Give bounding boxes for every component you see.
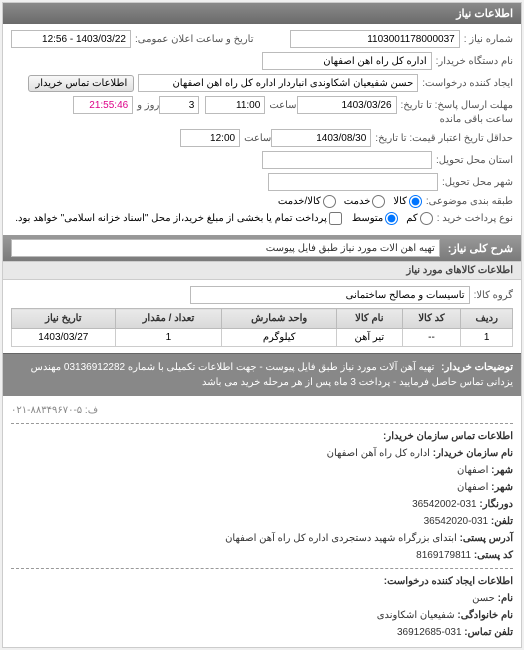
cell-name: تیر آهن [337, 329, 402, 347]
row-deadline: مهلت ارسال پاسخ: تا تاریخ: ساعت روز و سا… [11, 96, 513, 125]
payment-label: نوع پرداخت خرید : [437, 213, 513, 224]
radio-service[interactable]: خدمت [344, 195, 386, 208]
cell-qty: 1 [115, 329, 222, 347]
delivery-province-label: استان محل تحویل: [436, 155, 513, 166]
buyer-note-box: توضیحات خریدار: تهیه آهن آلات مورد نیاز … [3, 353, 521, 396]
row-delivery-city: شهر محل تحویل: [11, 173, 513, 191]
table-row[interactable]: 1 -- تیر آهن کیلوگرم 1 1403/03/27 [12, 329, 513, 347]
row-device: نام دستگاه خریدار: [11, 52, 513, 70]
payment-note-check[interactable]: پرداخت تمام یا بخشی از مبلغ خرید،از محل … [15, 212, 342, 225]
divider-2 [11, 568, 513, 569]
goods-body: گروه کالا: ردیف کد کالا نام کالا واحد شم… [3, 280, 521, 353]
creator-label: ایجاد کننده درخواست: [422, 78, 513, 89]
radio-service-input[interactable] [372, 195, 385, 208]
approx-date-field[interactable] [271, 129, 371, 147]
cell-row: 1 [461, 329, 513, 347]
buyer-note-label: توضیحات خریدار: [441, 362, 513, 373]
cell-code: -- [402, 329, 461, 347]
desc-section-bar: شرح کلی نیاز: [3, 235, 521, 261]
cell-date: 1403/03/27 [12, 329, 116, 347]
radio-goods[interactable]: کالا [393, 195, 422, 208]
goods-header: اطلاعات کالاهای مورد نیاز [3, 261, 521, 280]
city-line: شهر: اصفهان [11, 479, 513, 496]
announce-field[interactable] [11, 30, 131, 48]
days-remain-field[interactable] [159, 96, 199, 114]
row-req-number: شماره نیاز : تاریخ و ساعت اعلان عمومی: [11, 30, 513, 48]
divider-1 [11, 423, 513, 424]
phone2-line: تلفن تماس: 031-36912685 [11, 624, 513, 641]
deadline-time-field[interactable] [205, 96, 265, 114]
row-budget: طبقه بندی موضوعی: کالا خدمت کالا/خدمت [11, 195, 513, 208]
budget-label: طبقه بندی موضوعی: [426, 196, 513, 207]
deadline-label: مهلت ارسال پاسخ: تا تاریخ: [401, 100, 513, 111]
payment-note-checkbox[interactable] [329, 212, 342, 225]
approx-label: حداقل تاریخ اعتبار قیمت: تا تاریخ: [375, 133, 513, 144]
radio-low-input[interactable] [420, 212, 433, 225]
cell-unit: کیلوگرم [222, 329, 337, 347]
contact-button[interactable]: اطلاعات تماس خریدار [28, 75, 134, 92]
contact-block: ف: ۵-۸۸۳۴۹۶۷۰-۰۲۱ اطلاعات تماس سازمان خر… [3, 396, 521, 647]
days-label: روز و [137, 100, 159, 111]
desc-label: شرح کلی نیاز: [448, 242, 513, 255]
goods-table: ردیف کد کالا نام کالا واحد شمارش تعداد /… [11, 308, 513, 347]
delivery-city-field[interactable] [268, 173, 438, 191]
radio-low[interactable]: کم [406, 212, 432, 225]
req-number-field[interactable] [290, 30, 460, 48]
col-qty: تعداد / مقدار [115, 309, 222, 329]
contact-header: اطلاعات تماس سازمان خریدار: [11, 428, 513, 445]
radio-both-input[interactable] [323, 195, 336, 208]
device-field[interactable] [262, 52, 432, 70]
address-line: آدرس پستی: ابتدای بزرگراه شهید دستجردی ا… [11, 530, 513, 547]
row-approx: حداقل تاریخ اعتبار قیمت: تا تاریخ: ساعت [11, 129, 513, 147]
timer-field [73, 96, 133, 114]
radio-goods-input[interactable] [409, 195, 422, 208]
payment-note-text: پرداخت تمام یا بخشی از مبلغ خرید،از محل … [15, 213, 327, 224]
creator-field[interactable] [138, 74, 418, 92]
col-code: کد کالا [402, 309, 461, 329]
panel-body: شماره نیاز : تاریخ و ساعت اعلان عمومی: ن… [3, 24, 521, 235]
announce-label: تاریخ و ساعت اعلان عمومی: [135, 34, 254, 45]
budget-radio-group: کالا خدمت کالا/خدمت [278, 195, 422, 208]
desc-field[interactable] [11, 239, 440, 257]
radio-med-input[interactable] [385, 212, 398, 225]
phone-line: تلفن: 031-36542020 [11, 513, 513, 530]
org-name-line: نام سازمان خریدار: اداره کل راه آهن اصفه… [11, 445, 513, 462]
deadline-date-field[interactable] [297, 96, 397, 114]
footer-fax: ف: ۵-۸۸۳۴۹۶۷۰-۰۲۱ [11, 402, 513, 419]
info-panel: اطلاعات نیاز شماره نیاز : تاریخ و ساعت ا… [2, 2, 522, 648]
province-line: شهر: اصفهان [11, 462, 513, 479]
time-label-2: ساعت [244, 133, 271, 144]
approx-time-field[interactable] [180, 129, 240, 147]
family-line: نام خانوادگی: شفیعیان اشکاوندی [11, 607, 513, 624]
delivery-province-field[interactable] [262, 151, 432, 169]
group-field[interactable] [190, 286, 470, 304]
col-date: تاریخ نیاز [12, 309, 116, 329]
time-label-1: ساعت [269, 100, 296, 111]
timer-label: ساعت باقی مانده [440, 114, 513, 125]
device-label: نام دستگاه خریدار: [436, 56, 513, 67]
row-group: گروه کالا: [11, 286, 513, 304]
name-line: نام: حسن [11, 590, 513, 607]
row-payment: نوع پرداخت خرید : کم متوسط پرداخت تمام ی… [11, 212, 513, 225]
row-delivery-province: استان محل تحویل: [11, 151, 513, 169]
panel-title: اطلاعات نیاز [3, 3, 521, 24]
fax-line: دورنگار: 031-36542002 [11, 496, 513, 513]
group-label: گروه کالا: [474, 290, 513, 301]
radio-med[interactable]: متوسط [352, 212, 398, 225]
col-unit: واحد شمارش [222, 309, 337, 329]
delivery-city-label: شهر محل تحویل: [442, 177, 513, 188]
table-header-row: ردیف کد کالا نام کالا واحد شمارش تعداد /… [12, 309, 513, 329]
col-row: ردیف [461, 309, 513, 329]
row-creator: ایجاد کننده درخواست: اطلاعات تماس خریدار [11, 74, 513, 92]
col-name: نام کالا [337, 309, 402, 329]
radio-both[interactable]: کالا/خدمت [278, 195, 336, 208]
payment-radio-group: کم متوسط [352, 212, 433, 225]
postal-line: کد پستی: 8169179811 [11, 547, 513, 564]
req-number-label: شماره نیاز : [464, 34, 513, 45]
